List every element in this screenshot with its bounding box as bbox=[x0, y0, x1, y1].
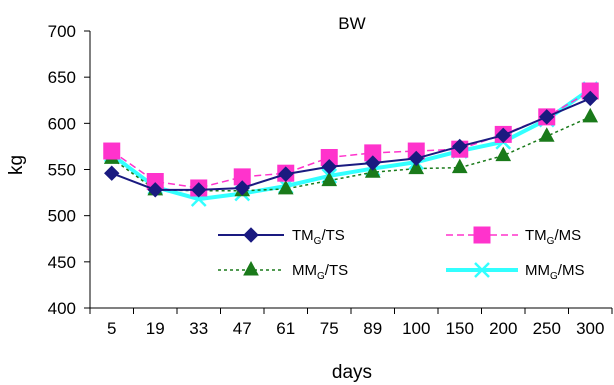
series-tm-g-ms bbox=[103, 82, 599, 197]
x-tick-label: 33 bbox=[189, 319, 208, 338]
x-tick-label: 300 bbox=[576, 319, 604, 338]
data-point bbox=[408, 150, 424, 167]
series-line bbox=[111, 97, 591, 191]
y-tick-label: 550 bbox=[48, 161, 76, 180]
data-point bbox=[103, 142, 121, 160]
legend-item: MMG/MS bbox=[446, 262, 584, 282]
data-point bbox=[104, 165, 120, 181]
y-tick-label: 600 bbox=[48, 114, 76, 133]
data-point bbox=[408, 159, 425, 175]
data-point bbox=[365, 155, 381, 171]
data-point bbox=[582, 107, 599, 123]
legend-label: TMG/MS bbox=[525, 227, 581, 247]
data-point bbox=[495, 146, 512, 162]
y-axis-title: kg bbox=[6, 155, 27, 175]
x-tick-label: 150 bbox=[446, 319, 474, 338]
data-point bbox=[321, 159, 337, 175]
x-tick-label: 89 bbox=[363, 319, 382, 338]
x-tick-label: 75 bbox=[320, 319, 339, 338]
series-tm-g-ts bbox=[104, 90, 598, 198]
data-point bbox=[452, 138, 468, 155]
data-point bbox=[278, 166, 294, 182]
data-point bbox=[191, 182, 207, 198]
data-point bbox=[582, 90, 598, 107]
series-mm-g-ts bbox=[103, 107, 599, 197]
legend-marker bbox=[243, 260, 259, 276]
legend-marker bbox=[473, 226, 491, 244]
legend: TMG/TS TMG/MS MMG/TS MMG/MS bbox=[218, 226, 584, 282]
data-point bbox=[321, 171, 338, 187]
x-axis-title: days bbox=[332, 362, 372, 383]
legend-label: TMG/TS bbox=[292, 227, 345, 247]
data-point bbox=[539, 109, 555, 125]
data-point bbox=[234, 180, 250, 196]
x-tick-label: 61 bbox=[276, 319, 295, 338]
x-tick-label: 250 bbox=[533, 319, 561, 338]
chart-title: BW bbox=[338, 14, 365, 33]
x-tick-label: 100 bbox=[402, 319, 430, 338]
data-point bbox=[147, 182, 163, 198]
legend-label: MMG/TS bbox=[292, 262, 348, 282]
y-tick-label: 450 bbox=[48, 253, 76, 272]
series-mm-g-ms bbox=[103, 81, 599, 207]
x-tick-label: 47 bbox=[233, 319, 252, 338]
y-tick-label: 400 bbox=[48, 299, 76, 318]
y-axis-ticks: 400 450 500 550 600 650 700 bbox=[48, 22, 90, 318]
x-axis-ticks: 5 19 33 47 61 75 89 100 150 200 250 300 bbox=[89, 308, 613, 338]
x-tick-label: 5 bbox=[107, 319, 116, 338]
x-tick-label: 19 bbox=[146, 319, 165, 338]
data-point bbox=[277, 179, 294, 195]
series-layer bbox=[103, 81, 599, 207]
y-tick-label: 500 bbox=[48, 207, 76, 226]
legend-item: MMG/TS bbox=[218, 260, 348, 282]
data-point bbox=[364, 163, 381, 178]
y-tick-label: 650 bbox=[48, 68, 76, 87]
y-tick-label: 700 bbox=[48, 22, 76, 41]
legend-item: TMG/MS bbox=[446, 226, 581, 247]
legend-marker bbox=[243, 227, 259, 243]
data-point bbox=[451, 158, 468, 174]
legend-label: MMG/MS bbox=[525, 262, 584, 282]
data-point bbox=[495, 127, 511, 144]
legend-marker bbox=[474, 262, 490, 278]
series-line bbox=[110, 87, 592, 202]
x-tick-label: 200 bbox=[489, 319, 517, 338]
data-point bbox=[538, 127, 555, 142]
legend-item: TMG/TS bbox=[218, 227, 345, 247]
